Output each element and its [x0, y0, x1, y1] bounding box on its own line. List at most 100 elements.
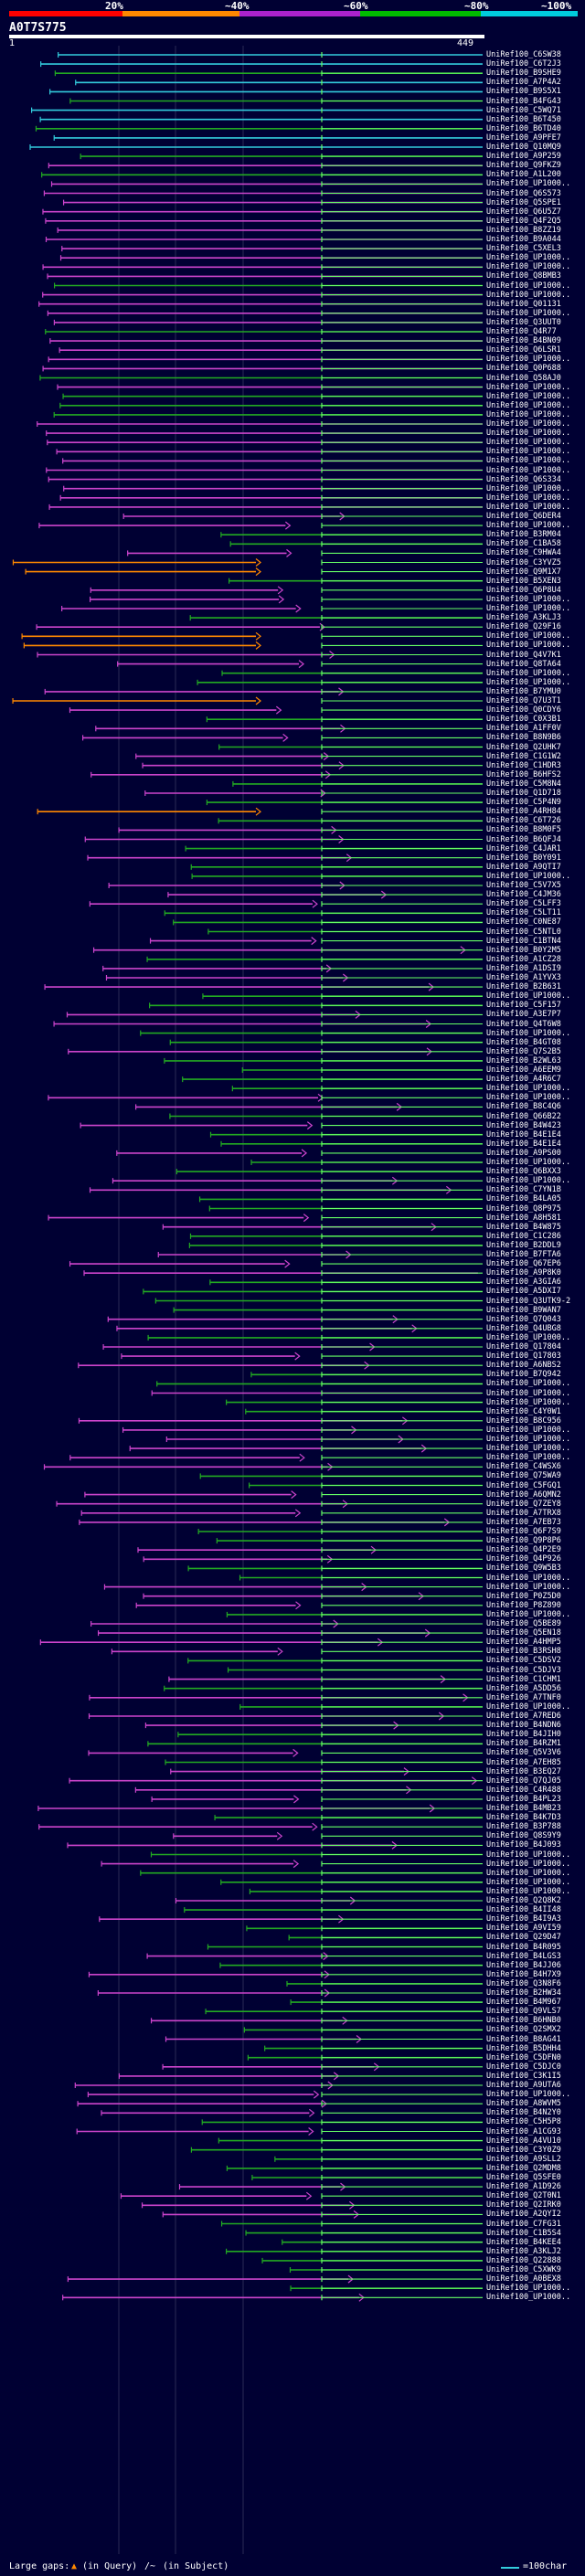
hit-label[interactable]: UniRef100_B4RZM1: [486, 1739, 561, 1749]
hit-label[interactable]: UniRef100_UP1000..: [486, 1850, 571, 1860]
hit-label[interactable]: UniRef100_B4W423: [486, 1120, 561, 1130]
hit-label[interactable]: UniRef100_UP1000..: [486, 668, 571, 678]
hit-label[interactable]: UniRef100_Q0CDY6: [486, 705, 561, 716]
hit-label[interactable]: UniRef100_C5V7X5: [486, 881, 561, 890]
hit-label[interactable]: UniRef100_Q6P8U4: [486, 585, 561, 595]
hit-label[interactable]: UniRef100_UP1000..: [486, 429, 571, 439]
hit-label[interactable]: UniRef100_C3Y0Z9: [486, 2145, 561, 2155]
hit-label[interactable]: UniRef100_A5DD56: [486, 1683, 561, 1693]
hit-label[interactable]: UniRef100_B2WL63: [486, 1055, 561, 1065]
hit-label[interactable]: UniRef100_UP1000..: [486, 1084, 571, 1094]
hit-label[interactable]: UniRef100_Q2MDM8: [486, 2163, 561, 2173]
hit-label[interactable]: UniRef100_Q6S573: [486, 188, 561, 198]
hit-label[interactable]: UniRef100_UP1000..: [486, 1868, 571, 1878]
hit-label[interactable]: UniRef100_C5WQ71: [486, 105, 561, 115]
hit-label[interactable]: UniRef100_C1BA58: [486, 539, 561, 549]
hit-label[interactable]: UniRef100_B0Y091: [486, 853, 561, 863]
hit-label[interactable]: UniRef100_Q1D718: [486, 789, 561, 798]
hit-label[interactable]: UniRef100_UP1000..: [486, 465, 571, 475]
hit-label[interactable]: UniRef100_B4II48: [486, 1905, 561, 1915]
hit-label[interactable]: UniRef100_Q3N8F6: [486, 1978, 561, 1988]
hit-label[interactable]: UniRef100_Q4P2E9: [486, 1545, 561, 1555]
hit-label[interactable]: UniRef100_UP1000..: [486, 419, 571, 429]
hit-label[interactable]: UniRef100_UP1000..: [486, 409, 571, 419]
hit-label[interactable]: UniRef100_C7YN1B: [486, 1185, 561, 1195]
hit-label[interactable]: UniRef100_B4E1E4: [486, 1139, 561, 1149]
hit-label[interactable]: UniRef100_UP1000..: [486, 483, 571, 493]
hit-label[interactable]: UniRef100_UP1000..: [486, 502, 571, 512]
hit-label[interactable]: UniRef100_UP1000..: [486, 355, 571, 365]
hit-label[interactable]: UniRef100_C5NTL0: [486, 927, 561, 937]
hit-label[interactable]: UniRef100_C5LFF3: [486, 899, 561, 909]
hit-label[interactable]: UniRef100_B4LGS3: [486, 1951, 561, 1961]
hit-label[interactable]: UniRef100_C9HWA4: [486, 548, 561, 558]
hit-label[interactable]: UniRef100_C5H5P8: [486, 2117, 561, 2127]
hit-label[interactable]: UniRef100_UP1000..: [486, 1453, 571, 1463]
hit-label[interactable]: UniRef100_A4VU10: [486, 2136, 561, 2146]
hit-label[interactable]: UniRef100_B4MB23: [486, 1804, 561, 1813]
hit-label[interactable]: UniRef100_C4JM36: [486, 890, 561, 900]
hit-label[interactable]: UniRef100_UP1000..: [486, 1886, 571, 1896]
hit-label[interactable]: UniRef100_C5DJV3: [486, 1665, 561, 1675]
hit-label[interactable]: UniRef100_Q4P926: [486, 1554, 561, 1564]
hit-label[interactable]: UniRef100_UP1000..: [486, 447, 571, 457]
hit-label[interactable]: UniRef100_Q9M1X7: [486, 567, 561, 577]
hit-label[interactable]: UniRef100_UP1000..: [486, 604, 571, 613]
hit-label[interactable]: UniRef100_Q29F16: [486, 622, 561, 632]
hit-label[interactable]: UniRef100_C5M8N4: [486, 779, 561, 789]
hit-label[interactable]: UniRef100_A1CZ28: [486, 954, 561, 964]
hit-label[interactable]: UniRef100_UP1000..: [486, 1859, 571, 1869]
hit-label[interactable]: UniRef100_P0Z5D0: [486, 1591, 561, 1601]
hit-label[interactable]: UniRef100_A3E7P7: [486, 1010, 561, 1020]
hit-label[interactable]: UniRef100_B8N9B6: [486, 733, 561, 743]
hit-label[interactable]: UniRef100_B4NDN6: [486, 1721, 561, 1731]
hit-label[interactable]: UniRef100_B4FG43: [486, 96, 561, 106]
hit-label[interactable]: UniRef100_C0X3B1: [486, 715, 561, 725]
hit-label[interactable]: UniRef100_A1D926: [486, 2182, 561, 2192]
hit-label[interactable]: UniRef100_B7Q942: [486, 1370, 561, 1380]
hit-label[interactable]: UniRef100_A9PS00: [486, 1148, 561, 1158]
hit-label[interactable]: UniRef100_Q2SMX2: [486, 2025, 561, 2035]
hit-label[interactable]: UniRef100_C4R488: [486, 1785, 561, 1795]
hit-label[interactable]: UniRef100_UP1000..: [486, 1701, 571, 1712]
hit-label[interactable]: UniRef100_A9VI59: [486, 1924, 561, 1934]
hit-label[interactable]: UniRef100_UP1000..: [486, 179, 571, 189]
hit-label[interactable]: UniRef100_B4M967: [486, 1998, 561, 2008]
hit-label[interactable]: UniRef100_Q3UTK9-2: [486, 1296, 571, 1306]
hit-label[interactable]: UniRef100_B6HNB0: [486, 2016, 561, 2026]
hit-label[interactable]: UniRef100_Q75WA9: [486, 1471, 561, 1481]
hit-label[interactable]: UniRef100_A7TNF0: [486, 1692, 561, 1702]
hit-label[interactable]: UniRef100_B5XEN3: [486, 576, 561, 586]
hit-label[interactable]: UniRef100_B4E1E4: [486, 1129, 561, 1140]
hit-label[interactable]: UniRef100_B4I9A3: [486, 1914, 561, 1924]
hit-label[interactable]: UniRef100_Q8P975: [486, 1203, 561, 1214]
hit-label[interactable]: UniRef100_A1FF0V: [486, 724, 561, 734]
hit-label[interactable]: UniRef100_A9P259: [486, 152, 561, 162]
hit-label[interactable]: UniRef100_UP1000..: [486, 400, 571, 410]
hit-label[interactable]: UniRef100_C4JAR1: [486, 843, 561, 853]
hit-label[interactable]: UniRef100_UP1000..: [486, 456, 571, 466]
hit-label[interactable]: UniRef100_Q17803: [486, 1352, 561, 1362]
hit-label[interactable]: UniRef100_UP1000..: [486, 438, 571, 448]
hit-label[interactable]: UniRef100_Q6U5Z7: [486, 207, 561, 217]
hit-label[interactable]: UniRef100_Q8S9Y9: [486, 1831, 561, 1841]
hit-label[interactable]: UniRef100_UP1000..: [486, 391, 571, 401]
hit-label[interactable]: UniRef100_UP1000..: [486, 2284, 571, 2294]
hit-label[interactable]: UniRef100_A7EB73: [486, 1517, 561, 1527]
hit-label[interactable]: UniRef100_Q5V3V6: [486, 1748, 561, 1758]
hit-label[interactable]: UniRef100_Q4V7K1: [486, 650, 561, 660]
hit-label[interactable]: UniRef100_A6NBS2: [486, 1361, 561, 1371]
hit-label[interactable]: UniRef100_UP1000..: [486, 493, 571, 503]
hit-label[interactable]: UniRef100_UP1000..: [486, 1444, 571, 1454]
hit-label[interactable]: UniRef100_Q2T0N1: [486, 2191, 561, 2201]
hit-label[interactable]: UniRef100_C6T726: [486, 816, 561, 826]
hit-label[interactable]: UniRef100_UP1000..: [486, 991, 571, 1002]
hit-label[interactable]: UniRef100_Q8TA64: [486, 659, 561, 669]
hit-label[interactable]: UniRef100_UP1000..: [486, 1609, 571, 1619]
hit-label[interactable]: UniRef100_C0NE87: [486, 917, 561, 928]
hit-label[interactable]: UniRef100_B4J093: [486, 1840, 561, 1850]
hit-label[interactable]: UniRef100_UP1000..: [486, 1332, 571, 1342]
hit-label[interactable]: UniRef100_B3P788: [486, 1822, 561, 1832]
hit-label[interactable]: UniRef100_Q9VLS7: [486, 2007, 561, 2017]
hit-label[interactable]: UniRef100_B4K7D3: [486, 1813, 561, 1823]
